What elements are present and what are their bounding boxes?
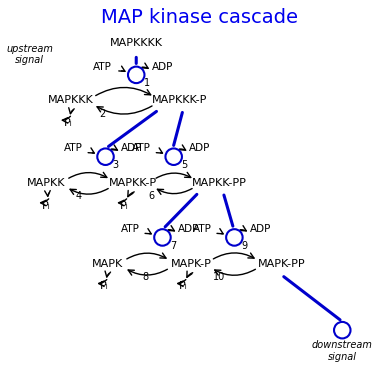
- Text: MAPKKK-P: MAPKKK-P: [152, 95, 207, 106]
- Text: MAP kinase cascade: MAP kinase cascade: [101, 8, 298, 27]
- Text: upstream
signal: upstream signal: [6, 44, 53, 66]
- Text: MAPK-P: MAPK-P: [170, 259, 211, 269]
- Text: downstream
signal: downstream signal: [312, 340, 373, 362]
- Text: ADP: ADP: [250, 224, 271, 234]
- Text: ATP: ATP: [132, 144, 151, 154]
- Text: Pᵢ: Pᵢ: [179, 281, 188, 291]
- Text: MAPKK-P: MAPKK-P: [108, 178, 156, 188]
- Text: ATP: ATP: [121, 224, 140, 234]
- Text: ATP: ATP: [193, 224, 212, 234]
- Text: Pᵢ: Pᵢ: [120, 200, 129, 211]
- Text: Pᵢ: Pᵢ: [42, 200, 51, 211]
- Text: 6: 6: [148, 191, 154, 201]
- Text: ATP: ATP: [93, 62, 112, 72]
- Text: ATP: ATP: [64, 144, 83, 154]
- Text: MAPKK-PP: MAPKK-PP: [192, 178, 247, 188]
- Text: MAPK-PP: MAPK-PP: [258, 259, 305, 269]
- Text: ADP: ADP: [121, 144, 142, 154]
- Text: 2: 2: [99, 109, 106, 118]
- Text: ADP: ADP: [178, 224, 199, 234]
- Text: 8: 8: [142, 272, 149, 282]
- Text: MAPKK: MAPKK: [27, 178, 66, 188]
- Text: MAPKKK: MAPKKK: [48, 95, 94, 106]
- Text: 10: 10: [213, 272, 225, 282]
- Text: ADP: ADP: [152, 62, 173, 72]
- Text: 7: 7: [170, 241, 176, 251]
- Text: 3: 3: [113, 160, 119, 170]
- Text: MAPKKKK: MAPKKKK: [110, 38, 163, 48]
- Text: 5: 5: [181, 160, 187, 170]
- Text: ADP: ADP: [189, 144, 211, 154]
- Text: 1: 1: [144, 78, 151, 88]
- Text: 4: 4: [75, 191, 81, 201]
- Text: Pᵢ: Pᵢ: [64, 118, 73, 128]
- Text: MAPK: MAPK: [91, 259, 122, 269]
- Text: Pᵢ: Pᵢ: [100, 281, 109, 291]
- Text: 9: 9: [242, 241, 248, 251]
